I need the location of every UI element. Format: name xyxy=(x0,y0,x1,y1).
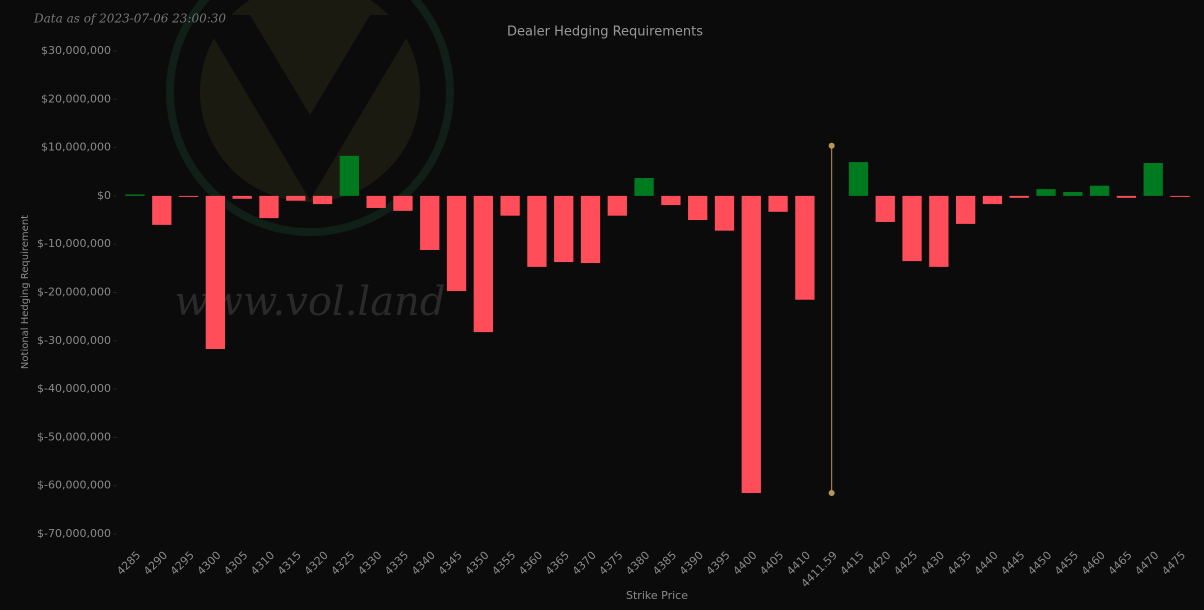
bar xyxy=(929,195,949,267)
bar xyxy=(473,195,493,333)
bar xyxy=(205,195,226,350)
y-tick-label: $30,000,000 xyxy=(41,44,111,57)
bar xyxy=(232,195,252,199)
bar xyxy=(178,195,199,197)
timestamp: Data as of 2023-07-06 23:00:30 xyxy=(33,12,226,26)
bar xyxy=(875,195,895,222)
bar xyxy=(420,195,440,250)
bar xyxy=(768,195,788,212)
bar xyxy=(1143,163,1163,196)
bar xyxy=(500,195,520,216)
spot-dot xyxy=(828,142,835,149)
bar xyxy=(1063,192,1083,196)
y-tick-label: $-70,000,000 xyxy=(37,527,111,540)
y-tick-label: $0 xyxy=(97,189,111,202)
bar xyxy=(312,195,333,205)
y-tick-label: $-10,000,000 xyxy=(37,237,111,250)
bar xyxy=(955,195,976,224)
bar xyxy=(554,195,574,263)
y-tick-label: $20,000,000 xyxy=(41,92,111,105)
bar xyxy=(661,195,681,206)
y-tick-label: $-60,000,000 xyxy=(37,479,111,492)
bar xyxy=(580,195,601,264)
bar xyxy=(795,195,815,300)
y-tick-label: $-40,000,000 xyxy=(37,382,111,395)
y-tick-label: $10,000,000 xyxy=(41,141,111,154)
bar xyxy=(1170,195,1190,197)
bar xyxy=(366,195,386,208)
bar xyxy=(741,195,761,493)
bar xyxy=(259,195,279,219)
bar xyxy=(607,195,627,216)
bar xyxy=(527,195,547,267)
bar xyxy=(982,195,1003,205)
bar xyxy=(1009,195,1029,198)
y-tick-label: $-50,000,000 xyxy=(37,430,111,443)
y-axis-title: Notional Hedging Requirement xyxy=(20,215,31,369)
bar xyxy=(446,195,467,292)
bar xyxy=(339,155,360,196)
logo xyxy=(166,0,454,236)
bar xyxy=(1116,195,1137,198)
bar xyxy=(848,162,869,196)
spot-dot xyxy=(828,489,835,496)
bar xyxy=(1089,185,1110,196)
y-tick-label: $-20,000,000 xyxy=(37,286,111,299)
bar xyxy=(902,195,922,262)
bar xyxy=(714,195,735,231)
y-tick-label: $-30,000,000 xyxy=(37,334,111,347)
bar xyxy=(125,194,145,196)
bar xyxy=(393,195,413,211)
chart-title: Dealer Hedging Requirements xyxy=(507,25,703,40)
bar xyxy=(286,195,306,201)
bar xyxy=(152,195,172,225)
bar xyxy=(1036,189,1056,196)
x-axis-title: Strike Price xyxy=(626,589,688,602)
bar xyxy=(634,178,654,196)
bar xyxy=(688,195,708,221)
